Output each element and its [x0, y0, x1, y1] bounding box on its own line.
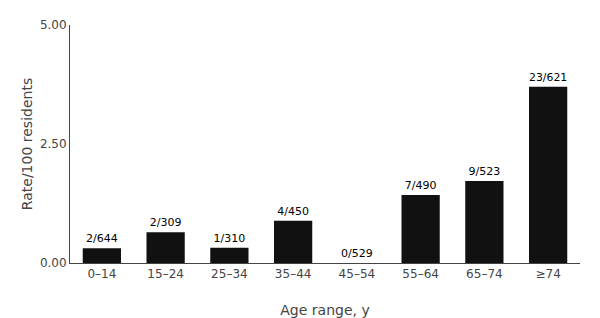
svg-text:15–24: 15–24 — [147, 267, 184, 281]
svg-text:2/309: 2/309 — [150, 216, 182, 229]
svg-text:Rate/100 residents: Rate/100 residents — [19, 78, 35, 210]
svg-text:4/450: 4/450 — [277, 205, 309, 218]
svg-text:7/490: 7/490 — [405, 179, 437, 192]
svg-text:35–44: 35–44 — [275, 267, 312, 281]
svg-text:0/529: 0/529 — [341, 247, 373, 260]
svg-text:55–64: 55–64 — [402, 267, 439, 281]
svg-text:45–54: 45–54 — [339, 267, 376, 281]
svg-text:65–74: 65–74 — [466, 267, 503, 281]
svg-text:1/310: 1/310 — [214, 232, 246, 245]
svg-text:≥74: ≥74 — [535, 267, 560, 281]
svg-text:0–14: 0–14 — [87, 267, 116, 281]
svg-text:5.00: 5.00 — [40, 18, 67, 32]
svg-text:2.50: 2.50 — [40, 137, 67, 151]
svg-text:9/523: 9/523 — [469, 165, 501, 178]
svg-text:23/621: 23/621 — [529, 71, 567, 84]
svg-text:25–34: 25–34 — [211, 267, 248, 281]
svg-text:Age range, y: Age range, y — [280, 302, 369, 318]
svg-text:0.00: 0.00 — [40, 256, 67, 270]
svg-text:2/644: 2/644 — [86, 232, 118, 245]
